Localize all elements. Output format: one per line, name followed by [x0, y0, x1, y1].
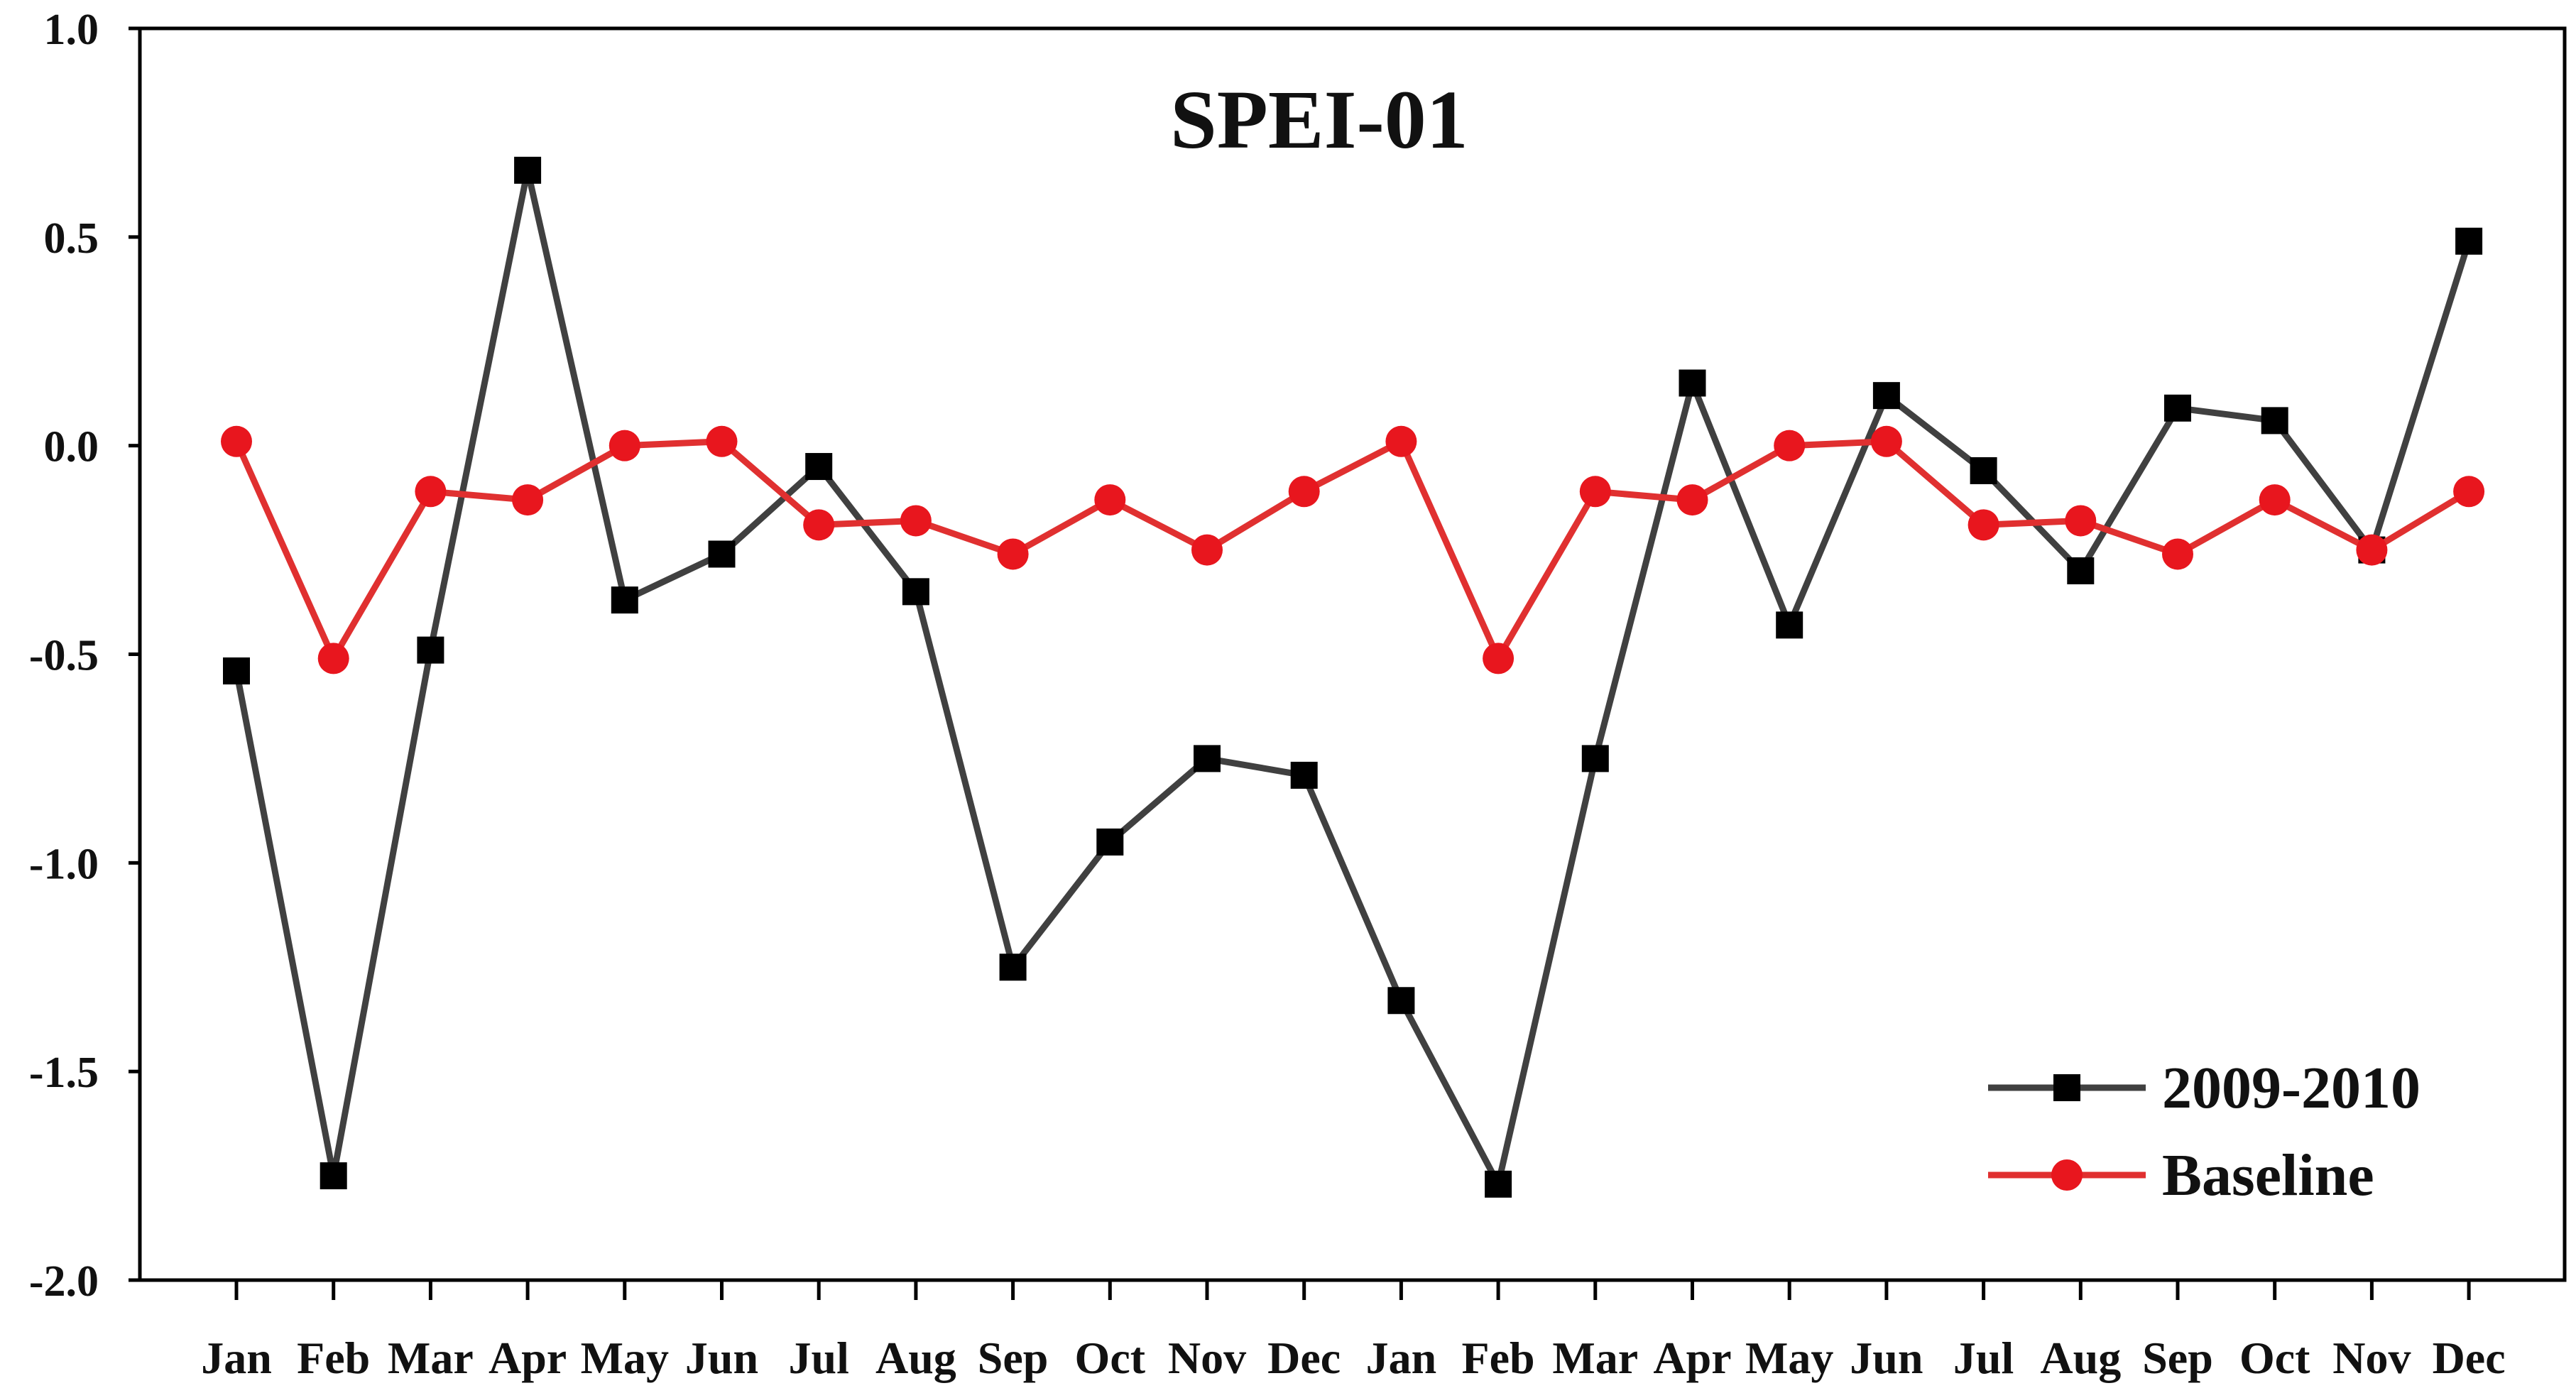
data-point: [1676, 484, 1708, 516]
x-tick-label: Sep: [2142, 1333, 2213, 1383]
data-point: [1194, 745, 1221, 772]
data-point: [708, 540, 736, 568]
data-point: [2164, 394, 2191, 422]
series-layer: [221, 156, 2485, 1198]
x-tick-label: Dec: [1267, 1333, 1341, 1383]
x-tick-label: Jun: [685, 1333, 758, 1383]
data-point: [1774, 430, 1806, 461]
data-point: [2356, 534, 2388, 566]
x-tick-label: May: [1745, 1333, 1833, 1383]
x-tick-label: Jan: [201, 1333, 272, 1383]
data-point: [1581, 745, 1609, 772]
data-point: [1872, 382, 1900, 410]
data-point: [2065, 505, 2097, 537]
data-point: [611, 586, 638, 614]
data-point: [1679, 369, 1706, 397]
series-line: [233, 438, 2471, 662]
data-point: [320, 1162, 347, 1190]
x-tick-label: Jul: [1953, 1333, 2014, 1383]
data-point: [803, 509, 835, 541]
x-tick-label: Aug: [2040, 1333, 2121, 1383]
y-tick-label: -1.5: [29, 1049, 99, 1097]
data-point: [317, 643, 349, 674]
data-point: [2162, 538, 2193, 570]
data-point: [2259, 484, 2291, 516]
data-point: [902, 578, 929, 606]
x-tick-label: Feb: [1462, 1333, 1535, 1383]
series-baseline: [221, 425, 2485, 674]
data-point: [1968, 509, 1999, 541]
y-tick-label: 0.0: [44, 423, 99, 471]
data-point: [2261, 407, 2288, 435]
data-point: [900, 505, 932, 537]
x-tick-label: Oct: [2239, 1333, 2310, 1383]
data-point: [1579, 476, 1611, 508]
data-point: [221, 425, 252, 457]
y-tick-label: 0.5: [44, 214, 99, 263]
legend-marker: [2051, 1159, 2083, 1191]
x-tick-label: Feb: [297, 1333, 370, 1383]
data-point: [2455, 227, 2483, 255]
y-tick-label: -2.0: [29, 1257, 99, 1306]
y-axis: -2.0 -1.5 -1.0 -0.5 0.0 0.5 1.0: [29, 6, 140, 1306]
legend-label: 2009-2010: [2162, 1055, 2421, 1121]
y-tick-label: 1.0: [44, 6, 99, 54]
x-tick-label: Dec: [2433, 1333, 2506, 1383]
x-tick-label: Aug: [875, 1333, 956, 1383]
data-point: [2067, 557, 2095, 584]
legend-label: Baseline: [2162, 1142, 2374, 1208]
x-tick-label: Nov: [2332, 1333, 2411, 1383]
data-point: [805, 453, 833, 481]
data-point: [1094, 484, 1126, 516]
data-point: [1288, 476, 1320, 508]
data-point: [1870, 425, 1902, 457]
data-point: [1387, 987, 1415, 1015]
data-point: [1096, 828, 1124, 856]
data-point: [1385, 425, 1417, 457]
data-point: [1290, 761, 1318, 789]
chart-title: SPEI-01: [1170, 73, 1468, 166]
data-point: [415, 476, 447, 508]
x-tick-label: May: [581, 1333, 669, 1383]
y-tick-label: -0.5: [29, 632, 99, 680]
x-tick-label: Apr: [1653, 1333, 1731, 1383]
x-tick-label: Apr: [489, 1333, 567, 1383]
data-point: [999, 954, 1027, 981]
legend-marker: [2053, 1074, 2080, 1101]
data-point: [2453, 476, 2485, 508]
x-tick-label: Oct: [1075, 1333, 1146, 1383]
data-point: [608, 430, 640, 461]
x-tick-label: Mar: [388, 1333, 474, 1383]
data-point: [223, 657, 250, 685]
data-point: [417, 636, 444, 664]
data-point: [1776, 611, 1803, 639]
x-tick-label: Jan: [1366, 1333, 1437, 1383]
data-point: [1970, 457, 1997, 484]
x-tick-label: Jul: [789, 1333, 849, 1383]
data-point: [512, 484, 544, 516]
data-point: [514, 156, 542, 184]
x-tick-label: Jun: [1850, 1333, 1923, 1383]
y-tick-label: -1.0: [29, 840, 99, 888]
x-axis: Jan Feb Mar Apr May Jun Jul Aug Sep Oct Nov Dec Jan F…: [201, 1280, 2506, 1383]
x-tick-label: Sep: [978, 1333, 1049, 1383]
data-point: [1191, 534, 1223, 566]
data-point: [997, 538, 1029, 570]
data-point: [1485, 1170, 1512, 1198]
legend: 2009-2010 Baseline: [1988, 1055, 2421, 1208]
x-tick-label: Mar: [1552, 1333, 1638, 1383]
data-point: [1483, 643, 1515, 674]
series-line: [233, 167, 2472, 1188]
plot-area: -2.0 -1.5 -1.0 -0.5 0.0 0.5 1.0 Jan Feb Mar Apr Ma…: [29, 6, 2567, 1383]
x-tick-label: Nov: [1168, 1333, 1246, 1383]
data-point: [706, 425, 738, 457]
